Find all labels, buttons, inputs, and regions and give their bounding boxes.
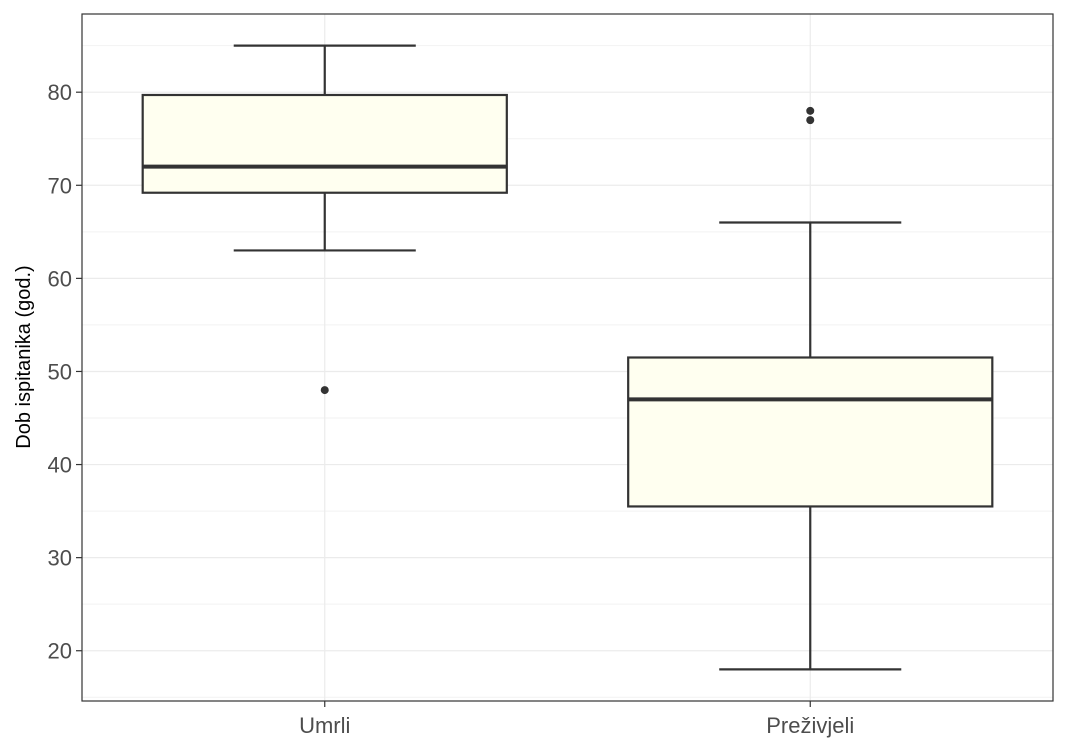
- y-tick-label: 40: [48, 453, 72, 478]
- boxes: [141, 44, 994, 671]
- y-tick-label: 30: [48, 546, 72, 571]
- x-tick-label: Umrli: [299, 713, 350, 738]
- box-prezivjeli: [627, 106, 994, 671]
- x-axis: Umrli Preživjeli: [299, 701, 854, 738]
- y-tick-label: 50: [48, 359, 72, 384]
- y-axis-title: Dob ispitanika (god.): [13, 265, 35, 448]
- outlier-point: [806, 116, 815, 125]
- plot-border: [81, 13, 1054, 702]
- outlier-point: [806, 106, 815, 115]
- outlier-point: [320, 386, 329, 395]
- y-tick-label: 20: [48, 639, 72, 664]
- y-tick-label: 80: [48, 80, 72, 105]
- iqr-box: [627, 356, 994, 508]
- box-umrli: [141, 44, 508, 395]
- y-tick-label: 70: [48, 173, 72, 198]
- x-tick-label: Preživjeli: [766, 713, 854, 738]
- y-axis: 20 30 40 50 60 70 80: [48, 80, 82, 664]
- iqr-box: [141, 93, 508, 194]
- y-tick-label: 60: [48, 266, 72, 291]
